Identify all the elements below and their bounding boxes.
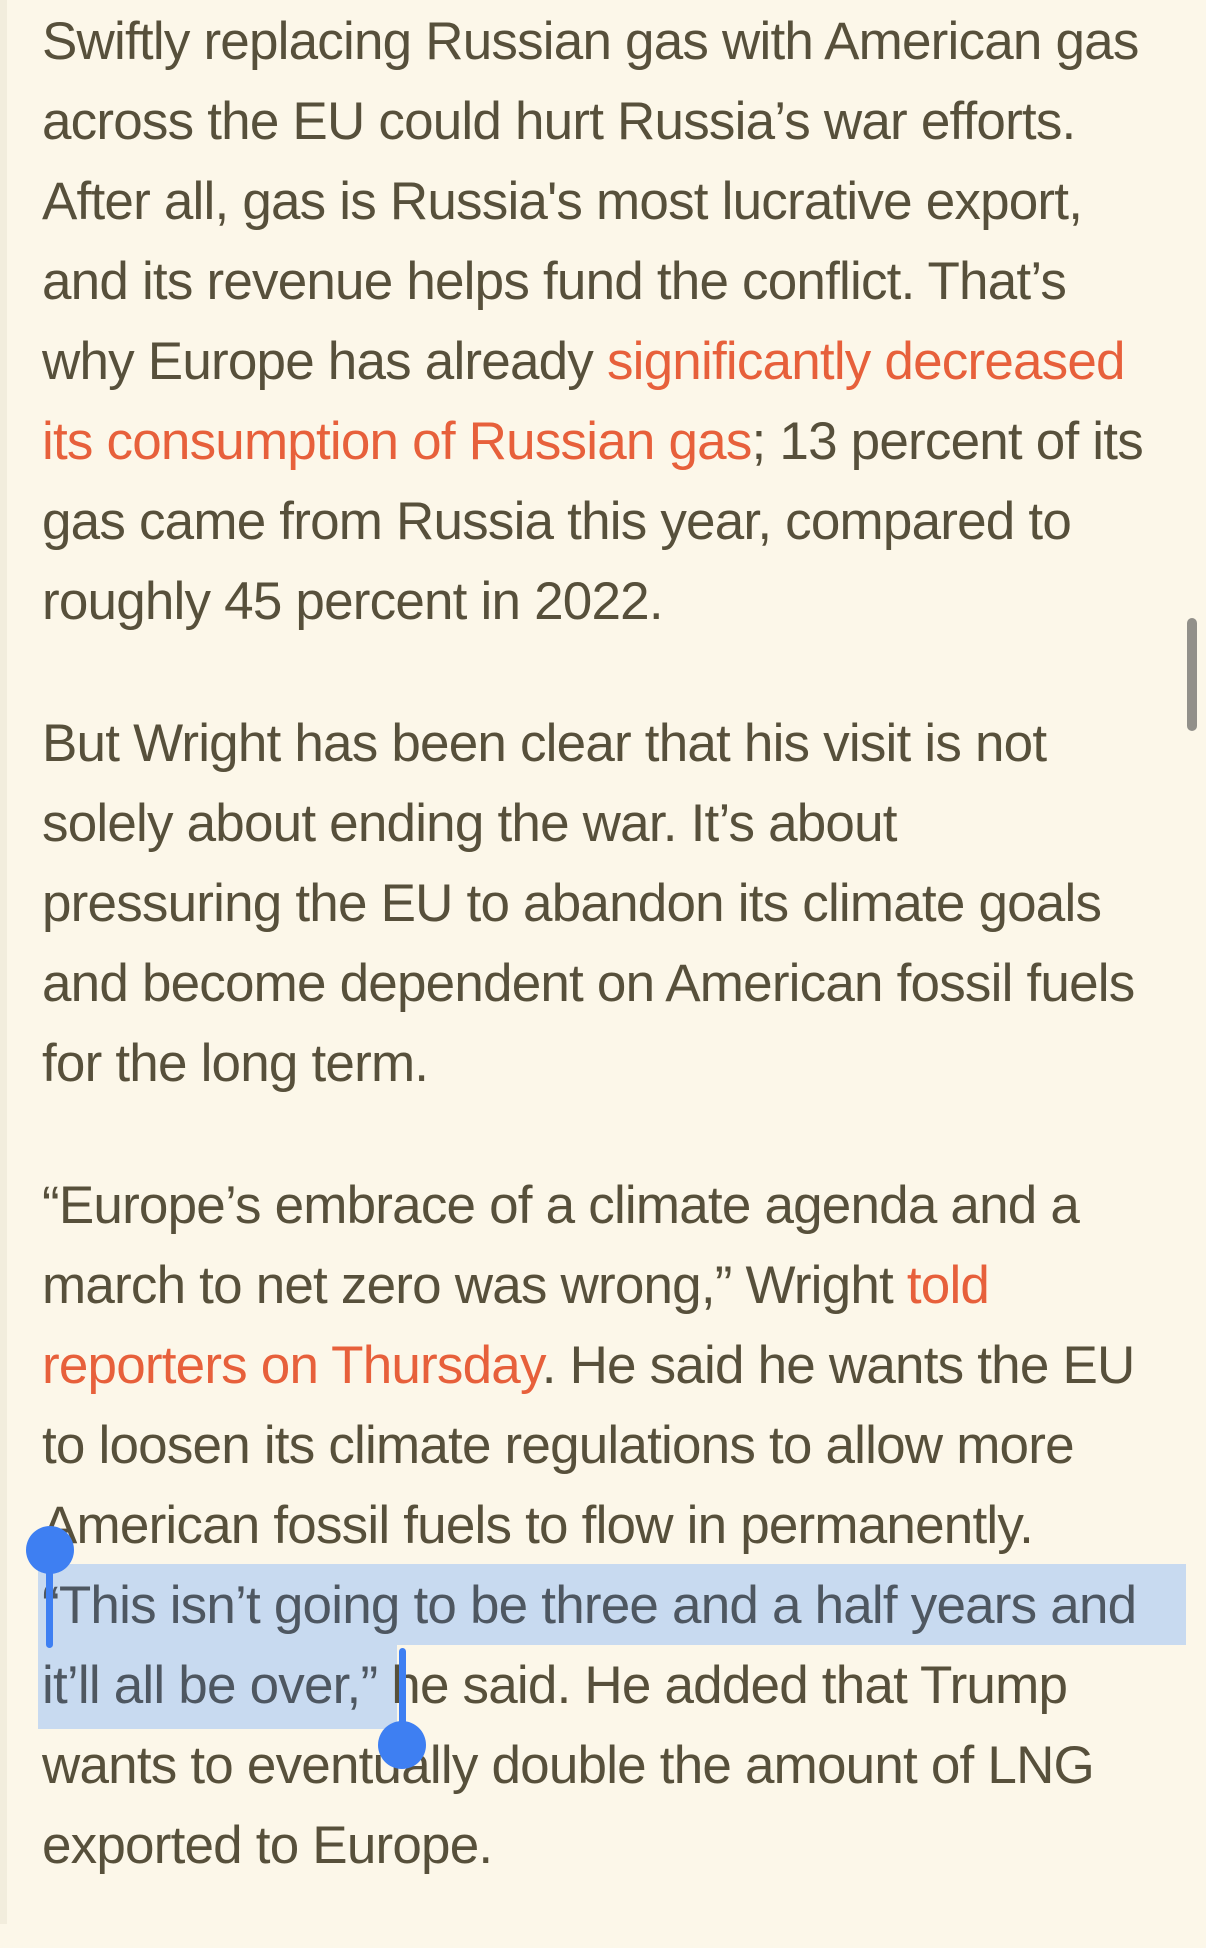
text-line: American fossil fuels to flow in permane… bbox=[42, 1486, 1188, 1566]
scrollbar-thumb[interactable] bbox=[1187, 618, 1197, 731]
selection-highlight-line-1 bbox=[38, 1564, 1186, 1645]
text-line: and its revenue helps fund the conflict.… bbox=[42, 242, 1188, 322]
inline-link[interactable]: its consumption of Russian gas bbox=[42, 412, 752, 471]
selection-handle-start-bar[interactable] bbox=[46, 1570, 53, 1648]
text-line: But Wright has been clear that his visit… bbox=[42, 704, 1188, 784]
text-segment: . He said he wants the EU bbox=[541, 1336, 1136, 1395]
text-segment: and become dependent on American fossil … bbox=[42, 954, 1135, 1013]
text-line: reporters on Thursday. He said he wants … bbox=[42, 1326, 1188, 1406]
text-segment: American fossil fuels to flow in permane… bbox=[42, 1496, 1034, 1555]
text-line: pressuring the EU to abandon its climate… bbox=[42, 864, 1188, 944]
page-edge bbox=[0, 0, 7, 1924]
text-line: exported to Europe. bbox=[42, 1806, 1188, 1886]
text-line: it’ll all be over,” he said. He added th… bbox=[42, 1646, 1188, 1726]
text-line: its consumption of Russian gas; 13 perce… bbox=[42, 402, 1188, 482]
text-line: solely about ending the war. It’s about bbox=[42, 784, 1188, 864]
text-line: march to net zero was wrong,” Wright tol… bbox=[42, 1246, 1188, 1326]
text-line: wants to eventually double the amount of… bbox=[42, 1726, 1188, 1806]
inline-link[interactable]: significantly decreased bbox=[606, 332, 1126, 391]
selection-highlight-line-2 bbox=[38, 1645, 397, 1729]
text-segment: After all, gas is Russia's most lucrativ… bbox=[42, 172, 1083, 231]
text-line: and become dependent on American fossil … bbox=[42, 944, 1188, 1024]
paragraph: But Wright has been clear that his visit… bbox=[42, 704, 1188, 1104]
text-line: “This isn’t going to be three and a half… bbox=[42, 1566, 1188, 1646]
text-segment: “Europe’s embrace of a climate agenda an… bbox=[42, 1176, 1080, 1235]
text-segment: roughly 45 percent in 2022. bbox=[42, 572, 664, 631]
text-segment: exported to Europe. bbox=[42, 1816, 493, 1875]
text-segment: for the long term. bbox=[42, 1034, 429, 1093]
text-line: to loosen its climate regulations to all… bbox=[42, 1406, 1188, 1486]
text-line: “Europe’s embrace of a climate agenda an… bbox=[42, 1166, 1188, 1246]
selected-text: it’ll all be over,” bbox=[42, 1656, 392, 1715]
text-segment: and its revenue helps fund the conflict.… bbox=[42, 252, 1067, 311]
text-line: After all, gas is Russia's most lucrativ… bbox=[42, 162, 1188, 242]
text-line: why Europe has already significantly dec… bbox=[42, 322, 1188, 402]
text-segment: he said. He added that Trump bbox=[391, 1656, 1068, 1715]
paragraph: “Europe’s embrace of a climate agenda an… bbox=[42, 1166, 1188, 1886]
text-segment: pressuring the EU to abandon its climate… bbox=[42, 874, 1102, 933]
inline-link[interactable]: reporters on Thursday bbox=[42, 1336, 543, 1395]
text-line: Swiftly replacing Russian gas with Ameri… bbox=[42, 2, 1188, 82]
selection-handle-end-dot[interactable] bbox=[378, 1721, 426, 1769]
selection-handle-start-dot[interactable] bbox=[26, 1526, 74, 1574]
text-segment: But Wright has been clear that his visit… bbox=[42, 714, 1047, 773]
selection-handle-end-bar[interactable] bbox=[399, 1648, 406, 1725]
text-segment: ; 13 percent of its bbox=[751, 412, 1144, 471]
text-segment: gas came from Russia this year, compared… bbox=[42, 492, 1072, 551]
text-line: gas came from Russia this year, compared… bbox=[42, 482, 1188, 562]
text-segment: wants to eventually double the amount of… bbox=[42, 1736, 1095, 1795]
text-segment: solely about ending the war. It’s about bbox=[42, 794, 898, 853]
selected-text: “This isn’t going to be three and a half… bbox=[42, 1576, 1137, 1635]
text-segment: why Europe has already bbox=[42, 332, 607, 391]
text-line: roughly 45 percent in 2022. bbox=[42, 562, 1188, 642]
text-segment: march to net zero was wrong,” Wright bbox=[42, 1256, 907, 1315]
text-segment: across the EU could hurt Russia’s war ef… bbox=[42, 92, 1076, 151]
inline-link[interactable]: told bbox=[906, 1256, 990, 1315]
text-segment: Swiftly replacing Russian gas with Ameri… bbox=[42, 12, 1139, 71]
text-line: for the long term. bbox=[42, 1024, 1188, 1104]
text-line: across the EU could hurt Russia’s war ef… bbox=[42, 82, 1188, 162]
paragraph: Swiftly replacing Russian gas with Ameri… bbox=[42, 2, 1188, 642]
text-segment: to loosen its climate regulations to all… bbox=[42, 1416, 1075, 1475]
